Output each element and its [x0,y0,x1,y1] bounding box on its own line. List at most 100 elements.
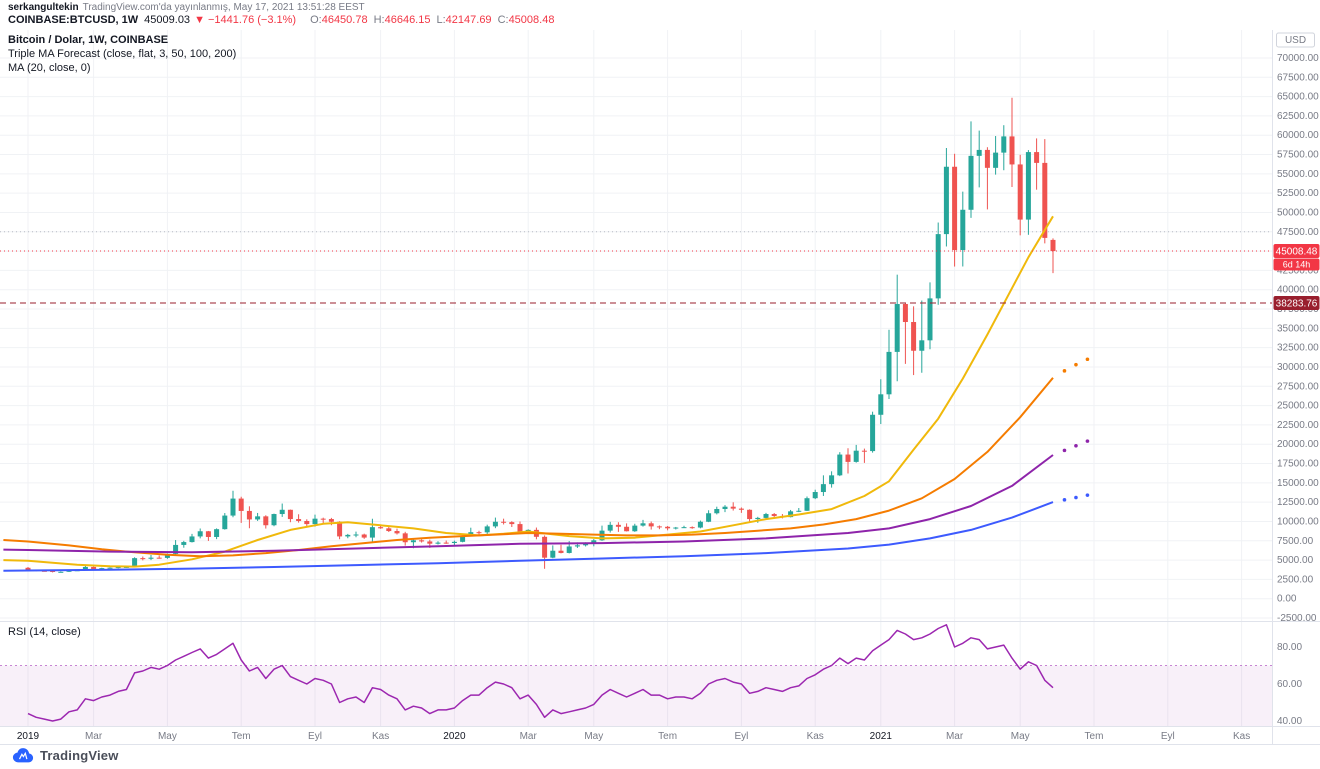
tradingview-cloud-icon [12,748,34,763]
svg-text:45008.48: 45008.48 [1276,247,1318,258]
high-value: 46646.15 [384,14,431,26]
svg-text:25000.00: 25000.00 [1277,401,1319,412]
chart-legend: Bitcoin / Dolar, 1W, COINBASE Triple MA … [8,33,236,75]
svg-text:5000.00: 5000.00 [1277,555,1314,566]
price-axis[interactable]: 70000.00 67500.00 65000.00 62500.00 60000.00… [1276,32,1320,727]
svg-text:15000.00: 15000.00 [1277,478,1319,489]
svg-text:USD: USD [1285,35,1306,46]
svg-text:Kas: Kas [372,731,389,742]
svg-text:Kas: Kas [1233,731,1250,742]
svg-text:Eyl: Eyl [1161,731,1175,742]
svg-text:6d 14h: 6d 14h [1283,260,1311,270]
svg-text:47500.00: 47500.00 [1277,227,1319,238]
ma-forecast-dot [1074,495,1078,500]
price-badge [1273,244,1320,259]
price-change: ▼ −1441.76 (−3.1%) [194,14,297,26]
ma-forecast-dot [1085,439,1090,443]
close-value: 45008.48 [508,14,555,26]
svg-text:35000.00: 35000.00 [1277,323,1319,334]
svg-text:Kas: Kas [807,731,824,742]
svg-text:67500.00: 67500.00 [1277,72,1319,83]
svg-text:60000.00: 60000.00 [1277,130,1319,141]
svg-text:65000.00: 65000.00 [1277,92,1319,103]
svg-text:Mar: Mar [85,731,103,742]
svg-text:Eyl: Eyl [308,731,322,742]
ma-line [3,501,1054,572]
svg-text:80.00: 80.00 [1277,642,1302,653]
candles-layer [25,97,1056,573]
legend-indicator-triple-ma[interactable]: Triple MA Forecast (close, flat, 3, 50, … [8,48,237,60]
ma-forecast-dot [1085,357,1090,362]
pane-separators [0,30,1320,745]
svg-text:12500.00: 12500.00 [1277,497,1319,508]
svg-text:55000.00: 55000.00 [1277,169,1319,180]
svg-text:0.00: 0.00 [1277,594,1297,605]
svg-text:10000.00: 10000.00 [1277,516,1319,527]
publish-info: TradingView.com'da yayınlanmış, May 17, … [82,2,365,13]
countdown-badge [1273,258,1320,271]
ma-forecast-dot [1062,498,1067,502]
svg-text:52500.00: 52500.00 [1277,188,1319,199]
rsi-layer [0,624,1272,726]
low-label: L: [436,14,446,26]
svg-text:2500.00: 2500.00 [1277,574,1314,585]
open-value: 46450.78 [321,14,368,26]
ma-forecast-dot [1062,369,1067,373]
svg-text:27500.00: 27500.00 [1277,381,1319,392]
svg-text:2020: 2020 [443,731,466,742]
tradingview-logo[interactable]: TradingView [12,747,119,764]
symbol-interval[interactable]: COINBASE:BTCUSD, 1W [8,14,139,26]
svg-text:May: May [584,731,603,742]
svg-text:May: May [158,731,177,742]
quote-line: COINBASE:BTCUSD, 1W 45009.03 ▼ −1441.76 (−… [8,14,554,26]
time-axis[interactable]: 2019 Mar May Tem Eyl Kas 2020 Mar May Tem Eyl Kas 20… [17,731,1250,742]
svg-text:70000.00: 70000.00 [1277,53,1319,64]
svg-text:57500.00: 57500.00 [1277,150,1319,161]
ma-line [3,454,1054,554]
svg-text:May: May [1011,731,1030,742]
price-badges: 45008.48 6d 14h 38283.76 [1273,244,1320,310]
svg-text:62500.00: 62500.00 [1277,111,1319,122]
svg-text:Tem: Tem [1085,731,1104,742]
ma-forecast-dot [1085,493,1090,497]
svg-text:2019: 2019 [17,731,40,742]
legend-symbol-title[interactable]: Bitcoin / Dolar, 1W, COINBASE [8,34,169,46]
rsi-line [27,624,1054,722]
close-label: C: [497,14,509,26]
svg-text:38283.76: 38283.76 [1276,298,1318,309]
open-label: O: [310,14,322,26]
svg-text:42500.00: 42500.00 [1277,265,1319,276]
svg-text:60.00: 60.00 [1277,679,1302,690]
svg-text:7500.00: 7500.00 [1277,536,1314,547]
tradingview-wordmark: TradingView [40,748,119,763]
svg-text:Tem: Tem [232,731,251,742]
svg-text:40.00: 40.00 [1277,716,1302,727]
publish-byline: serkangultekin TradingView.com'da yayınla… [8,2,365,13]
svg-text:22500.00: 22500.00 [1277,420,1319,431]
low-value: 42147.69 [445,14,492,26]
svg-text:32500.00: 32500.00 [1277,343,1319,354]
ma-line [3,377,1054,558]
ma-forecast-dot [1062,448,1067,453]
price-badge [1273,295,1320,310]
ma-lines-layer [3,215,1090,572]
legend-indicator-ma20[interactable]: MA (20, close, 0) [8,62,91,74]
price-lines-layer [0,250,1272,304]
ohlc-values: O:46450.78 H:46646.15 L:42147.69 C:45008.48 [304,14,554,26]
currency-box [1276,32,1315,48]
high-label: H: [373,14,385,26]
ma-forecast-dot [1074,443,1078,448]
svg-text:Mar: Mar [946,731,964,742]
rsi-pane-label[interactable]: RSI (14, close) [8,626,81,638]
svg-text:20000.00: 20000.00 [1277,439,1319,450]
svg-text:Eyl: Eyl [734,731,748,742]
svg-text:17500.00: 17500.00 [1277,459,1319,470]
svg-text:30000.00: 30000.00 [1277,362,1319,373]
svg-text:50000.00: 50000.00 [1277,207,1319,218]
grid-layer [0,30,1272,726]
last-price: 45009.03 [144,14,191,26]
author-link[interactable]: serkangultekin [8,2,79,13]
svg-text:-2500.00: -2500.00 [1277,613,1317,624]
svg-text:2021: 2021 [870,731,893,742]
